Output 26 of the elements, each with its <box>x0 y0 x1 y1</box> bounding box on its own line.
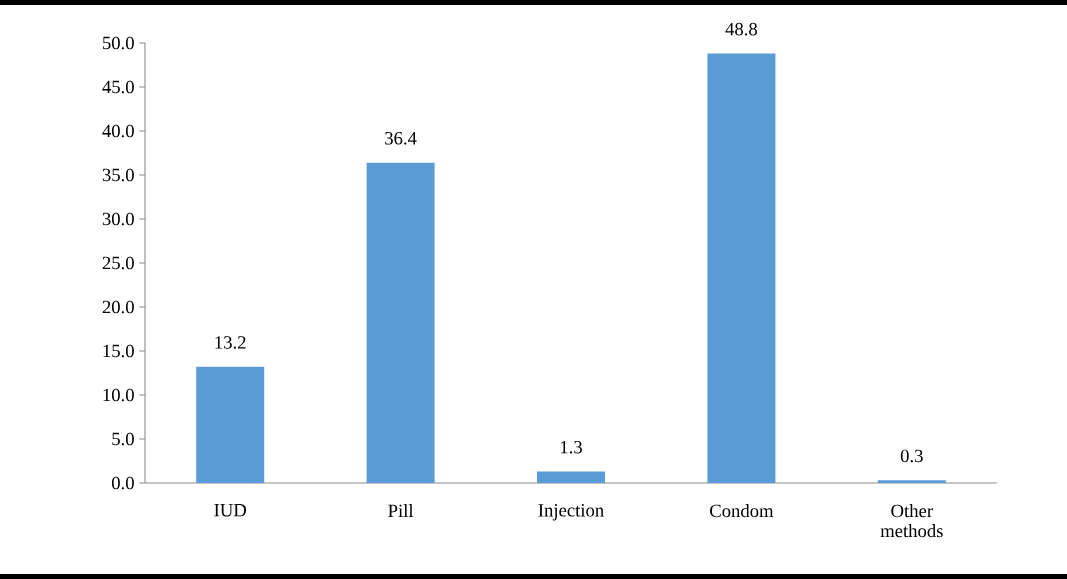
y-tick-label: 50.0 <box>103 36 134 50</box>
y-tick-label: 5.0 <box>112 432 134 446</box>
y-tick-label: 15.0 <box>103 344 134 358</box>
data-label: 13.2 <box>215 336 246 349</box>
x-tick-label: Other methods <box>880 504 943 538</box>
data-label: 1.3 <box>560 440 582 454</box>
y-tick-label: 40.0 <box>102 124 134 138</box>
y-tick-label: 10.0 <box>103 388 134 402</box>
bar <box>537 471 605 483</box>
x-tick-label: Pill <box>388 504 414 518</box>
y-tick-label: 45.0 <box>102 80 134 94</box>
bar <box>366 162 435 483</box>
data-label: 36.4 <box>385 132 417 145</box>
y-tick-label: 35.0 <box>102 168 134 182</box>
bar <box>707 53 776 483</box>
y-tick-label: 20.0 <box>102 300 134 314</box>
x-tick-label: Condom <box>710 504 774 518</box>
x-tick-label: IUD <box>214 504 247 517</box>
data-label: 48.8 <box>725 22 758 36</box>
x-tick-label: Injection <box>538 504 604 521</box>
bar <box>877 480 946 483</box>
y-tick-label: 0.0 <box>111 476 134 490</box>
data-label: 0.3 <box>900 449 923 463</box>
y-tick-label: 25.0 <box>102 256 134 270</box>
y-tick-label: 30.0 <box>102 212 134 226</box>
bar <box>196 366 265 483</box>
